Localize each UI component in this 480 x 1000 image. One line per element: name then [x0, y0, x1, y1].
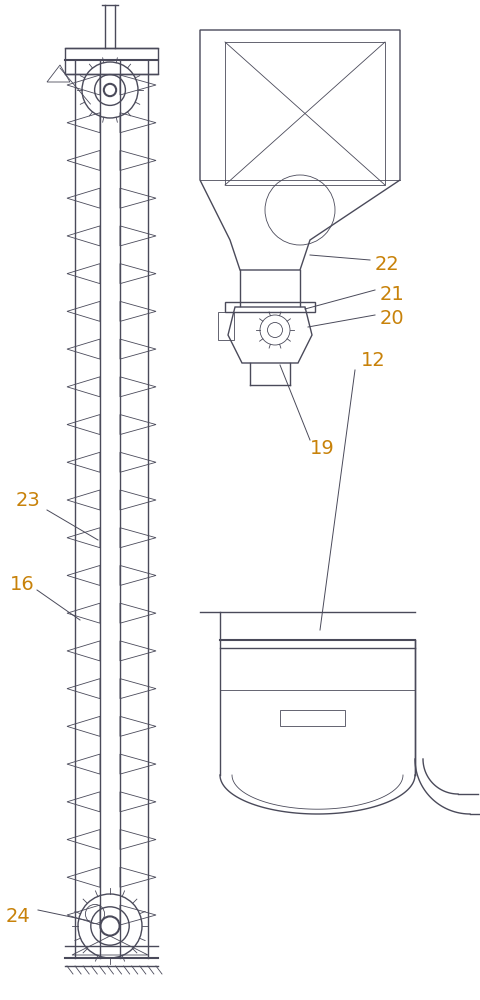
- Text: 24: 24: [6, 908, 30, 926]
- Text: 21: 21: [380, 284, 404, 304]
- Bar: [225, 42, 385, 185]
- Text: 16: 16: [10, 576, 35, 594]
- Bar: [280, 710, 345, 726]
- Text: 22: 22: [374, 254, 399, 273]
- Text: 23: 23: [16, 490, 40, 510]
- Text: 20: 20: [380, 310, 404, 328]
- Text: 12: 12: [360, 351, 385, 369]
- Bar: [218, 312, 234, 340]
- Bar: [225, 302, 315, 312]
- Bar: [65, 48, 158, 74]
- Text: 19: 19: [310, 438, 335, 458]
